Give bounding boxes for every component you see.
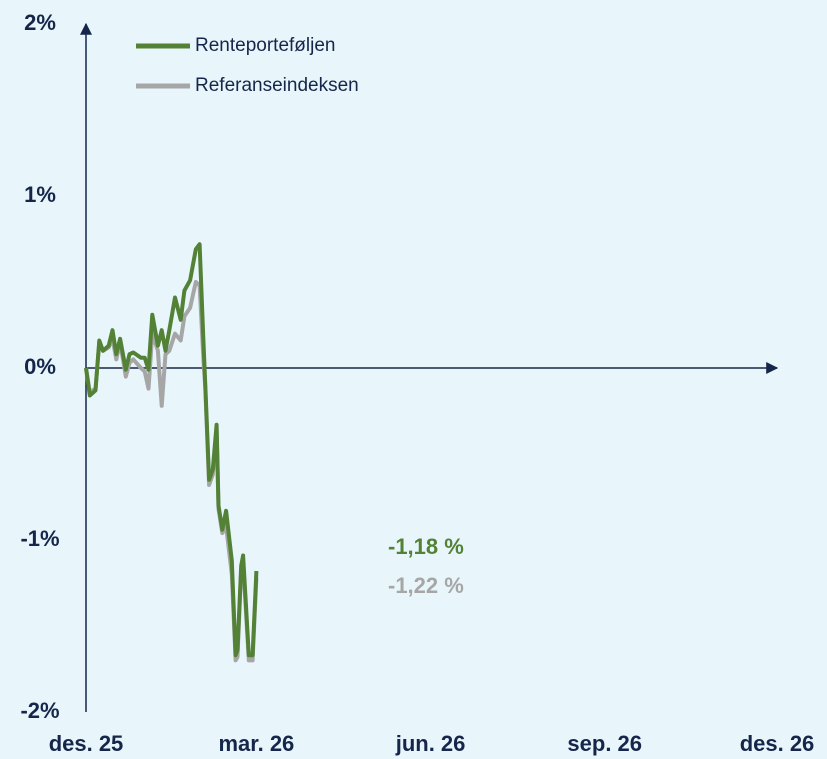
- x-tick-label: des. 26: [740, 731, 815, 756]
- y-tick-label: 0%: [24, 354, 56, 379]
- y-tick-label: -1%: [20, 526, 59, 551]
- y-tick-label: 1%: [24, 182, 56, 207]
- series-line: [84, 242, 259, 658]
- y-tick-label: -2%: [20, 698, 59, 723]
- y-tick-label: 2%: [24, 10, 56, 35]
- x-tick-label: mar. 26: [218, 731, 294, 756]
- x-tick-label: jun. 26: [395, 731, 466, 756]
- x-tick-label: sep. 26: [567, 731, 642, 756]
- legend-label: Renteporteføljen: [195, 35, 335, 56]
- annotation: -1,18 %: [388, 534, 464, 559]
- x-tick-label: des. 25: [49, 731, 124, 756]
- annotation: -1,22 %: [388, 573, 464, 598]
- legend-label: Referanseindeksen: [195, 75, 359, 96]
